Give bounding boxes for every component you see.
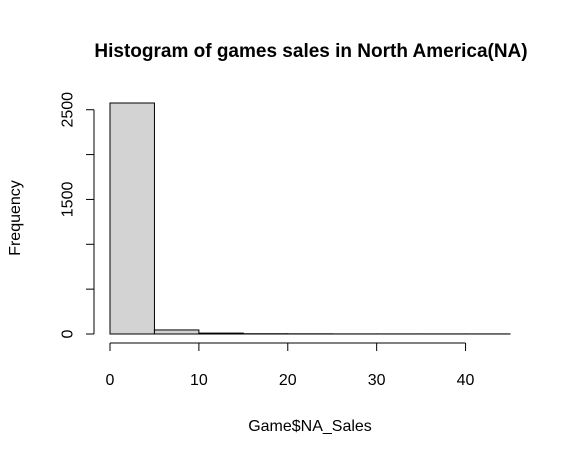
x-tick-label-2: 20	[279, 372, 297, 389]
histogram-bar-1	[153, 329, 200, 335]
y-axis-label: Frequency	[7, 180, 24, 256]
bars-group	[109, 102, 511, 335]
y-tick-label-3: 1500	[60, 182, 77, 218]
histogram-bar-2	[198, 332, 244, 335]
x-axis-label: Game$NA_Sales	[248, 418, 372, 435]
x-tick-label-1: 10	[190, 372, 208, 389]
x-axis: 0 10 20 30 40	[106, 342, 475, 389]
y-tick-label-0: 0	[60, 329, 77, 338]
y-tick-label-5: 2500	[60, 92, 77, 128]
histogram-bar-0	[109, 102, 155, 335]
x-tick-label-4: 40	[457, 372, 475, 389]
x-tick-label-0: 0	[106, 372, 115, 389]
y-axis: 0 1500 2500	[60, 92, 95, 338]
chart-title: Histogram of games sales in North Americ…	[94, 41, 527, 62]
x-tick-label-3: 30	[368, 372, 386, 389]
